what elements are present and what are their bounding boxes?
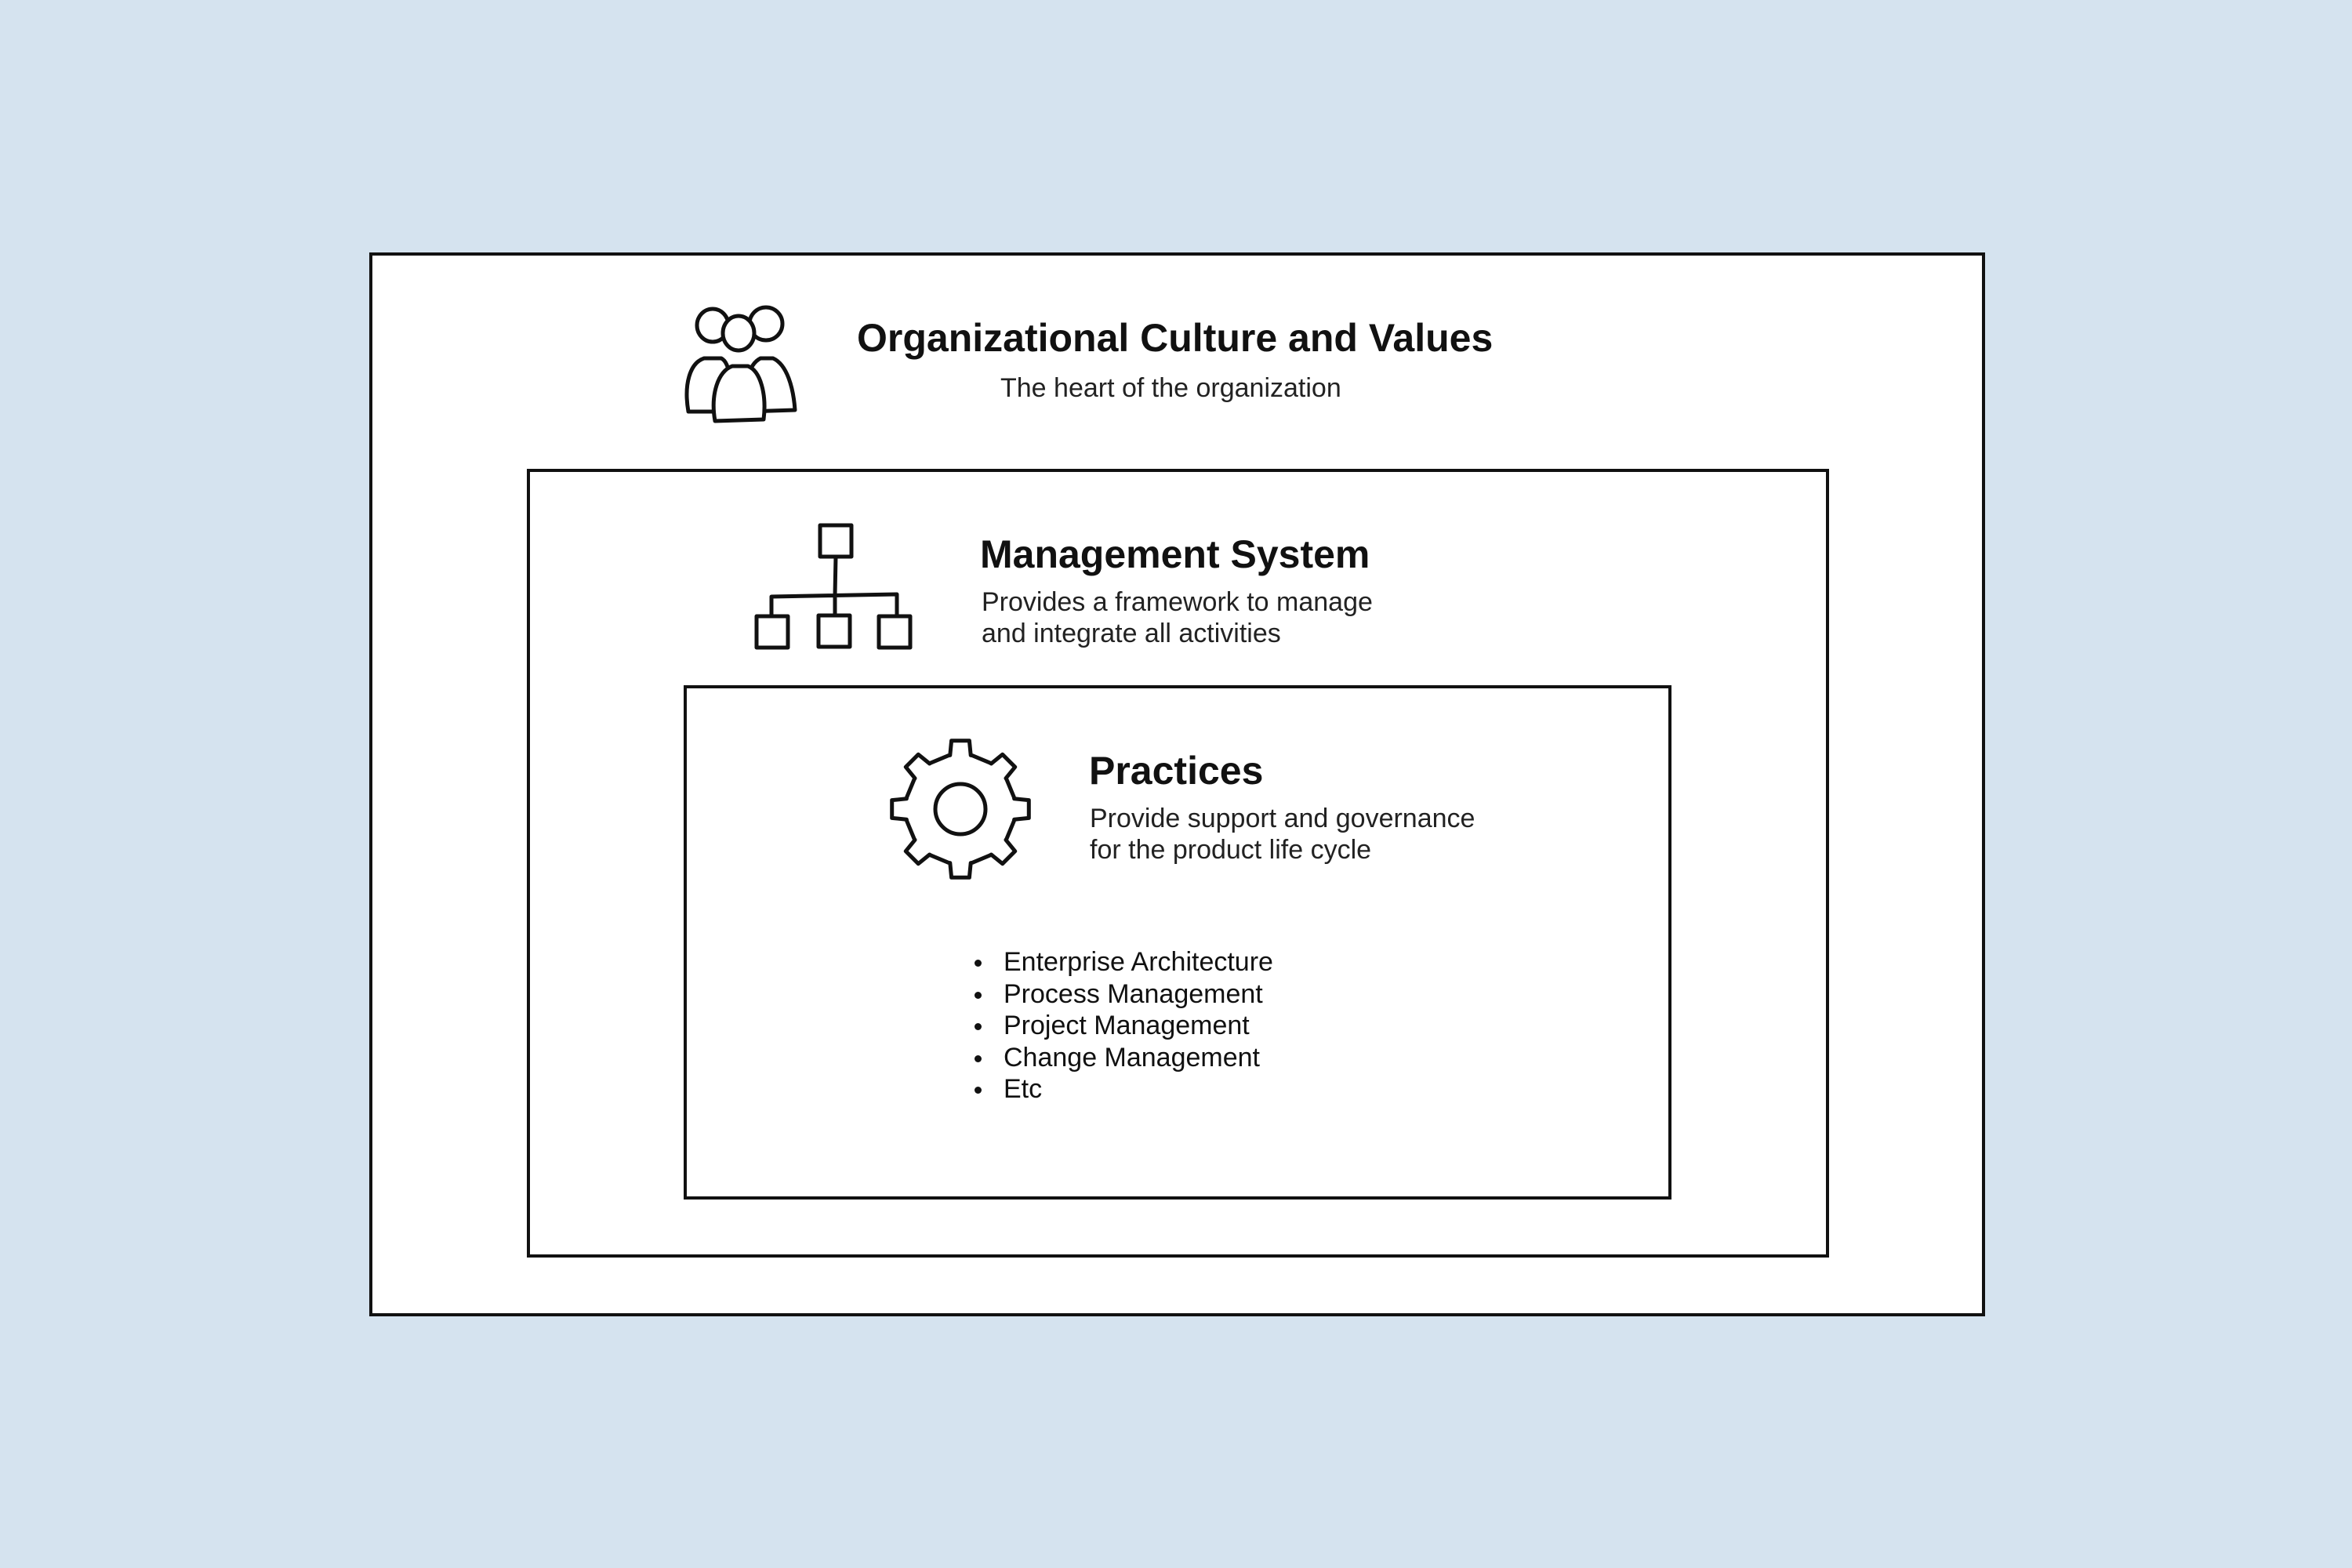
culture-values-title: Organizational Culture and Values — [857, 316, 1494, 360]
management-system-title: Management System — [980, 532, 1370, 576]
list-item: Process Management — [972, 978, 1273, 1011]
practices-list: Enterprise Architecture Process Manageme… — [972, 946, 1273, 1105]
culture-values-description: The heart of the organization — [1000, 373, 1341, 403]
list-item: Project Management — [972, 1010, 1273, 1042]
org-chart-icon — [753, 521, 917, 655]
practices-description: Provide support and governance for the p… — [1090, 804, 1475, 865]
management-system-description: Provides a framework to manage and integ… — [982, 587, 1373, 648]
people-group-icon — [676, 302, 801, 427]
practices-title: Practices — [1089, 749, 1264, 793]
list-item: Etc — [972, 1073, 1273, 1105]
gear-icon — [886, 735, 1035, 884]
practices-layer — [684, 685, 1671, 1200]
list-item: Enterprise Architecture — [972, 946, 1273, 978]
list-item: Change Management — [972, 1042, 1273, 1074]
